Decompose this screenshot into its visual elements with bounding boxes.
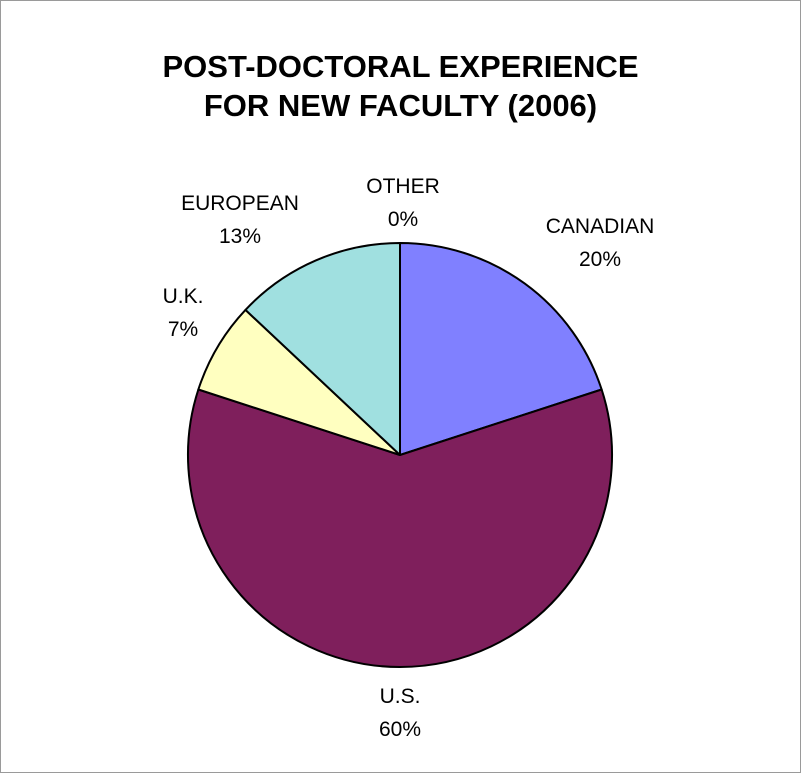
pie-slice-u-s [187,388,613,669]
slice-value-u-s: 60% [379,718,421,741]
slice-label-other: OTHER [366,175,440,198]
slice-value-canadian: 20% [579,248,621,271]
slice-value-other: 0% [388,208,418,231]
slice-label-canadian: CANADIAN [546,215,655,238]
pie-slice-canadian [399,242,603,456]
chart-title: POST-DOCTORAL EXPERIENCE FOR NEW FACULTY… [0,47,801,125]
slice-label-european: EUROPEAN [181,192,299,215]
slice-label-u-k: U.K. [163,285,204,308]
pie-labels: CANADIAN 20% U.S. 60% U.K. 7% EUROPEAN 13% OTHER… [163,175,655,741]
pie-slices [187,242,613,669]
slice-label-u-s: U.S. [380,685,421,708]
pie-slice-european [244,242,401,456]
slice-value-u-k: 7% [168,318,198,341]
chart-title-line-2: FOR NEW FACULTY (2006) [203,88,598,123]
slice-value-european: 13% [219,225,261,248]
chart-title-line-1: POST-DOCTORAL EXPERIENCE [162,49,639,84]
